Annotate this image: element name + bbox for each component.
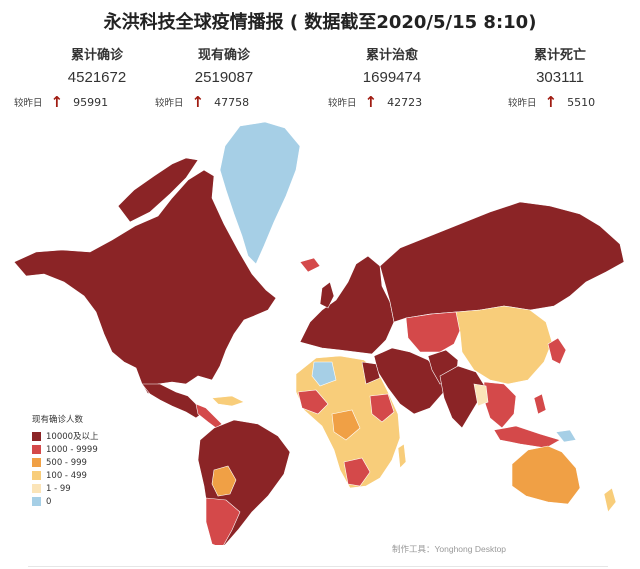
stat-total-confirmed: 累计确诊 4521672 <box>17 44 177 86</box>
delta-total-deaths: 较昨日 ↑ 5510 <box>508 92 596 111</box>
region-north-america[interactable] <box>13 169 277 395</box>
stat-value: 1699474 <box>362 69 422 86</box>
up-arrow-icon: ↑ <box>544 93 558 111</box>
stat-label: 现有确诊 <box>197 48 250 63</box>
region-algeria[interactable] <box>311 361 337 387</box>
region-japan-korea[interactable] <box>547 337 567 365</box>
region-europe[interactable] <box>299 255 395 355</box>
region-russia[interactable] <box>379 201 625 323</box>
legend-item: 1 - 99 <box>32 482 99 495</box>
stat-current-confirmed: 现有确诊 2519087 <box>144 44 304 86</box>
region-central-america[interactable] <box>195 403 223 429</box>
stat-total-recovered: 累计治愈 1699474 <box>312 44 472 86</box>
region-egypt[interactable] <box>361 361 381 385</box>
region-iceland[interactable] <box>299 257 321 273</box>
region-south-america-south[interactable] <box>205 497 241 545</box>
stat-value: 4521672 <box>67 69 127 86</box>
compare-label: 较昨日 <box>508 98 537 109</box>
region-indonesia[interactable] <box>493 425 561 449</box>
legend-swatch <box>32 497 41 506</box>
up-arrow-icon: ↑ <box>364 93 378 111</box>
delta-total-recovered: 较昨日 ↑ 42723 <box>328 92 423 111</box>
region-east-asia[interactable] <box>455 305 553 385</box>
stat-total-deaths: 累计死亡 303111 <box>480 44 640 86</box>
region-madagascar[interactable] <box>397 443 407 469</box>
map-legend: 现有确诊人数 10000及以上 1000 - 9999 500 - 999 10… <box>32 413 99 508</box>
region-east-africa[interactable] <box>369 393 395 423</box>
legend-item: 500 - 999 <box>32 456 99 469</box>
legend-item: 0 <box>32 495 99 508</box>
credit-text: 制作工具：Yonghong Desktop <box>392 544 507 554</box>
region-middle-east[interactable] <box>373 347 445 415</box>
region-south-africa[interactable] <box>343 457 371 487</box>
compare-label: 较昨日 <box>14 98 43 109</box>
legend-label: 1000 - 9999 <box>46 444 98 455</box>
delta-total-confirmed: 较昨日 ↑ 95991 <box>14 92 109 111</box>
delta-current-confirmed: 较昨日 ↑ 47758 <box>155 92 250 111</box>
legend-label: 500 - 999 <box>46 457 87 468</box>
legend-item: 1000 - 9999 <box>32 443 99 456</box>
up-arrow-icon: ↑ <box>50 93 64 111</box>
region-new-zealand[interactable] <box>603 487 617 513</box>
region-australia[interactable] <box>511 445 581 505</box>
legend-swatch <box>32 445 41 454</box>
legend-item: 10000及以上 <box>32 430 99 443</box>
legend-title: 现有确诊人数 <box>32 415 84 425</box>
region-british-isles[interactable] <box>319 281 335 309</box>
legend-swatch <box>32 471 41 480</box>
region-arctic-islands[interactable] <box>117 157 199 223</box>
legend-label: 10000及以上 <box>46 431 99 442</box>
legend-item: 100 - 499 <box>32 469 99 482</box>
region-central-africa[interactable] <box>331 409 361 441</box>
region-south-asia[interactable] <box>439 365 487 429</box>
region-central-asia[interactable] <box>405 311 463 353</box>
stat-label: 累计治愈 <box>365 48 418 63</box>
delta-value: 5510 <box>567 96 596 109</box>
up-arrow-icon: ↑ <box>191 93 205 111</box>
region-mexico[interactable] <box>141 383 205 419</box>
footer-divider <box>28 566 608 567</box>
region-greenland[interactable] <box>219 121 301 265</box>
legend-label: 0 <box>46 496 52 507</box>
stat-label: 累计死亡 <box>533 48 586 63</box>
region-west-africa[interactable] <box>297 389 329 415</box>
region-papua[interactable] <box>555 429 577 443</box>
legend-label: 100 - 499 <box>46 470 87 481</box>
compare-label: 较昨日 <box>155 98 184 109</box>
stat-label: 累计确诊 <box>70 48 123 63</box>
delta-value: 42723 <box>387 96 423 109</box>
region-southeast-asia[interactable] <box>483 381 517 429</box>
legend-label: 1 - 99 <box>46 483 71 494</box>
region-indochina[interactable] <box>473 383 489 407</box>
legend-swatch <box>32 458 41 467</box>
region-caribbean[interactable] <box>211 395 245 407</box>
compare-label: 较昨日 <box>328 98 357 109</box>
legend-swatch <box>32 432 41 441</box>
stat-value: 2519087 <box>194 69 254 86</box>
world-map <box>13 121 625 545</box>
delta-value: 47758 <box>214 96 250 109</box>
region-argentina[interactable] <box>211 465 237 497</box>
region-philippines[interactable] <box>533 393 547 415</box>
stat-value: 303111 <box>536 69 584 86</box>
delta-value: 95991 <box>73 96 109 109</box>
legend-swatch <box>32 484 41 493</box>
page-title: 永洪科技全球疫情播报 ( 数据截至2020/5/15 8:10) <box>103 12 537 33</box>
